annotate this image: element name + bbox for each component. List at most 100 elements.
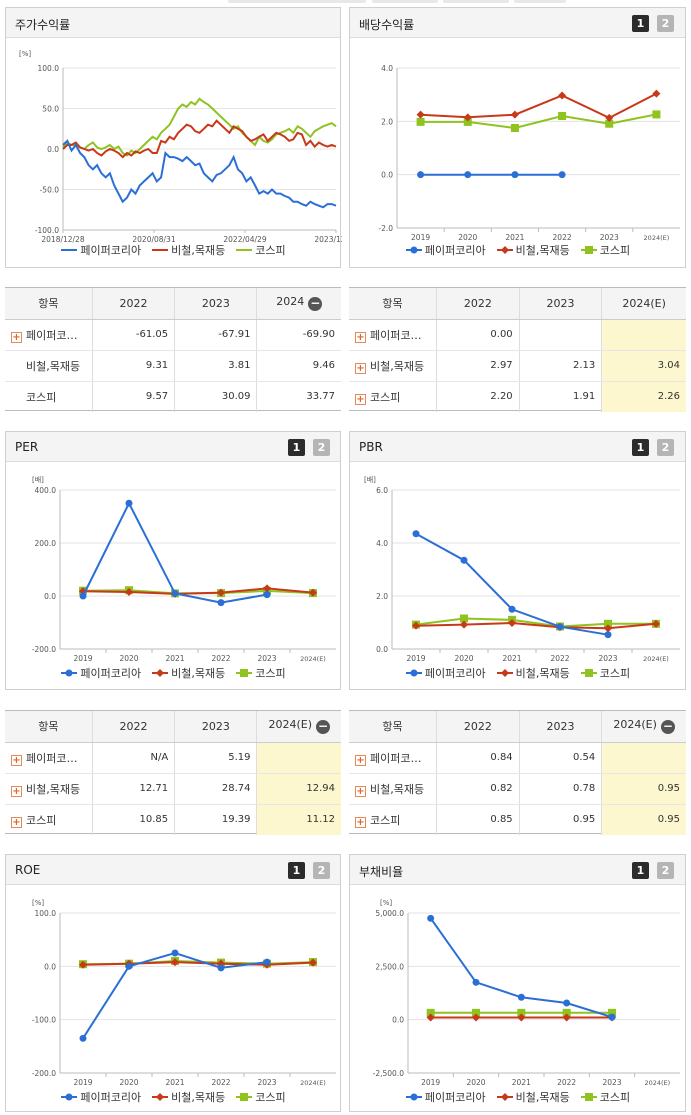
legend-item-company[interactable]: 페이퍼코리아: [60, 665, 141, 681]
row-label[interactable]: + 코스피: [349, 381, 437, 412]
view-2-button[interactable]: 2: [313, 439, 330, 456]
legend-item-industry[interactable]: 비철,목재등: [151, 242, 225, 258]
column-header: 항목: [349, 288, 437, 320]
expand-plus-icon[interactable]: +: [11, 785, 22, 797]
legend-item-kospi[interactable]: 코스피: [580, 1089, 630, 1105]
legend-label: 코스피: [599, 1091, 631, 1104]
y-tick-label: -50.0: [40, 186, 60, 195]
row-label[interactable]: + 페이퍼코…: [349, 319, 437, 351]
legend-label: 페이퍼코리아: [80, 667, 142, 680]
row-label-text: 페이퍼코…: [370, 751, 422, 765]
legend-item-kospi[interactable]: 코스피: [235, 1089, 286, 1105]
table-cell: 33.77: [256, 381, 341, 412]
legend-item-kospi[interactable]: 코스피: [580, 665, 630, 681]
row-label[interactable]: 비철,목재등: [5, 350, 93, 382]
legend-item-company[interactable]: 페이퍼코리아: [405, 665, 486, 681]
table-cell: 0.95: [601, 804, 686, 835]
collapse-column-icon[interactable]: −: [660, 719, 675, 735]
legend-item-industry[interactable]: 비철,목재등: [496, 242, 570, 258]
data-point: [562, 1013, 571, 1022]
view-1-button[interactable]: 1: [288, 439, 305, 456]
legend-item-industry[interactable]: 비철,목재등: [496, 1089, 570, 1105]
data-point: [517, 1008, 526, 1017]
series-industry: [416, 89, 661, 122]
view-1-button[interactable]: 1: [632, 862, 649, 879]
table-cell: 0.95: [518, 804, 602, 835]
y-tick-label: -100.0: [35, 226, 59, 235]
x-tick-label: 2019: [421, 1078, 440, 1087]
data-point: [460, 556, 468, 564]
view-2-button[interactable]: 2: [657, 862, 674, 879]
expand-plus-icon[interactable]: +: [355, 785, 366, 797]
column-header: 2023: [518, 288, 602, 320]
panel-header: 주가수익률: [6, 8, 340, 38]
data-point: [472, 1008, 480, 1017]
data-point: [604, 619, 612, 628]
y-tick-label: 0.0: [47, 145, 59, 154]
collapse-column-icon[interactable]: −: [308, 296, 323, 312]
x-tick-label: 2023/12/28: [314, 235, 342, 244]
row-label[interactable]: + 페이퍼코…: [349, 742, 437, 774]
legend-item-kospi[interactable]: 코스피: [580, 242, 630, 258]
legend-item-company[interactable]: 페이퍼코리아: [60, 242, 141, 258]
row-label-text: 비철,목재등: [370, 782, 425, 796]
legend-swatch-icon: [152, 1093, 169, 1101]
legend-item-industry[interactable]: 비철,목재등: [151, 1089, 225, 1105]
data-point: [217, 964, 225, 972]
view-2-button[interactable]: 2: [657, 15, 674, 32]
legend-swatch-icon: [152, 669, 169, 677]
row-label[interactable]: + 비철,목재등: [349, 350, 437, 382]
data-point: [563, 999, 571, 1007]
legend-label: 비철,목재등: [515, 244, 570, 257]
view-1-button[interactable]: 1: [288, 862, 305, 879]
x-tick-label: 2022: [553, 233, 572, 242]
data-point: [463, 113, 472, 122]
y-tick-label: 0.0: [381, 171, 393, 180]
legend-item-industry[interactable]: 비철,목재등: [151, 665, 225, 681]
row-label[interactable]: + 코스피: [5, 804, 92, 835]
legend-item-company[interactable]: 페이퍼코리아: [60, 1089, 141, 1105]
data-table: 항목 2022 2023 2024(E) + 페이퍼코… 0.00 + 비철,목재등 2.97 2.…: [349, 288, 686, 412]
row-label[interactable]: 코스피: [5, 381, 92, 412]
table-cell: 0.85: [436, 804, 520, 835]
legend-item-kospi[interactable]: 코스피: [235, 665, 286, 681]
row-label[interactable]: + 페이퍼코…: [5, 742, 93, 774]
data-point: [417, 171, 425, 179]
debt-ratio-panel: 부채비율 1 2 [%] 5,000.0 2,500.0 0.0 -2,500.0 201…: [349, 854, 686, 1112]
pbr-panel: PBR 1 2 [배] 6.0 4.0 2.0 0.0 2019 2020 2021 2022 2…: [349, 431, 686, 690]
data-point: [472, 1013, 480, 1022]
expand-plus-icon[interactable]: +: [355, 754, 366, 766]
legend-item-company[interactable]: 페이퍼코리아: [405, 242, 486, 258]
column-header-label: 2023: [201, 296, 230, 310]
view-2-button[interactable]: 2: [313, 862, 330, 879]
view-1-button[interactable]: 1: [632, 15, 649, 32]
legend-item-industry[interactable]: 비철,목재등: [496, 665, 570, 681]
row-label[interactable]: + 비철,목재등: [5, 773, 93, 805]
expand-plus-icon[interactable]: +: [355, 393, 366, 405]
data-point: [426, 1008, 435, 1017]
row-label[interactable]: + 코스피: [349, 804, 437, 835]
expand-plus-icon[interactable]: +: [11, 754, 22, 766]
collapse-column-icon[interactable]: −: [316, 719, 330, 735]
expand-plus-icon[interactable]: +: [11, 331, 22, 343]
expand-plus-icon[interactable]: +: [355, 816, 366, 828]
panel-header: PBR 1 2: [350, 432, 685, 462]
view-1-button[interactable]: 1: [632, 439, 649, 456]
table-cell: 2.97: [436, 350, 520, 382]
expand-plus-icon[interactable]: +: [11, 816, 22, 828]
x-tick-label: 2020: [458, 233, 477, 242]
expand-plus-icon[interactable]: +: [355, 362, 366, 374]
series-line: [82, 961, 314, 966]
legend-swatch-icon: [496, 1093, 513, 1101]
legend-label: 비철,목재등: [515, 1091, 570, 1104]
data-point: [608, 1013, 616, 1021]
view-2-button[interactable]: 2: [657, 439, 674, 456]
data-point: [125, 499, 133, 507]
legend: 페이퍼코리아 비철,목재등 코스피: [6, 665, 340, 681]
row-label[interactable]: + 비철,목재등: [349, 773, 437, 805]
legend-item-kospi[interactable]: 코스피: [235, 242, 286, 258]
expand-plus-icon[interactable]: +: [355, 331, 366, 343]
row-label[interactable]: + 페이퍼코…: [5, 319, 93, 351]
legend-item-company[interactable]: 페이퍼코리아: [405, 1089, 486, 1105]
table-cell: 2.13: [518, 350, 602, 382]
